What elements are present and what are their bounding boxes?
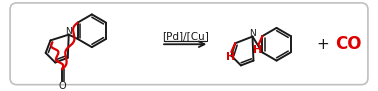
Text: N: N: [249, 29, 256, 38]
FancyBboxPatch shape: [10, 3, 368, 85]
Text: H: H: [253, 44, 262, 55]
Text: N: N: [65, 27, 72, 36]
Text: O: O: [58, 81, 66, 91]
Text: +: +: [316, 37, 329, 52]
Text: [Pd]/[Cu]: [Pd]/[Cu]: [162, 32, 209, 42]
Text: H: H: [226, 52, 235, 62]
Text: CO: CO: [335, 35, 362, 53]
